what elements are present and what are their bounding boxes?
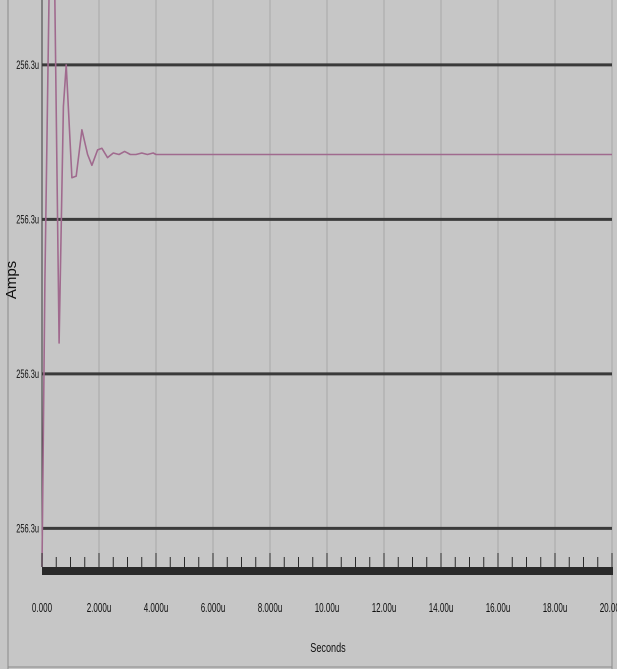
x-axis-title: Seconds xyxy=(310,642,346,656)
y-axis-ticks: 256.3u 256.3u 256.3u 256.3u xyxy=(16,59,39,536)
x-tick-label: 4.000u xyxy=(144,601,169,615)
x-tick-label: 20.00u xyxy=(600,601,617,615)
y-tick-label: 256.3u xyxy=(16,214,39,227)
x-axis-bar xyxy=(42,567,613,575)
x-tick-label: 2.000u xyxy=(87,601,112,615)
x-tick-label: 10.00u xyxy=(315,601,340,615)
y-tick-label: 256.3u xyxy=(16,368,39,381)
x-tick-label: 8.000u xyxy=(258,601,283,615)
x-tick-label: 14.00u xyxy=(429,601,454,615)
x-tick-label: 12.00u xyxy=(372,601,397,615)
trace xyxy=(41,0,612,568)
x-tick-label: 6.000u xyxy=(201,601,226,615)
series-line xyxy=(41,0,612,568)
x-tick-label: 18.00u xyxy=(543,601,568,615)
x-axis-ticks: 0.000 2.000u 4.000u 6.000u 8.000u 10.00u 12.00… xyxy=(32,553,617,616)
y-axis-title: Amps xyxy=(3,261,20,299)
x-tick-label: 0.000 xyxy=(32,601,52,615)
x-tick-label: 16.00u xyxy=(486,601,511,615)
grid xyxy=(41,0,613,567)
y-tick-label: 256.3u xyxy=(16,59,39,72)
y-tick-label: 256.3u xyxy=(16,523,39,536)
